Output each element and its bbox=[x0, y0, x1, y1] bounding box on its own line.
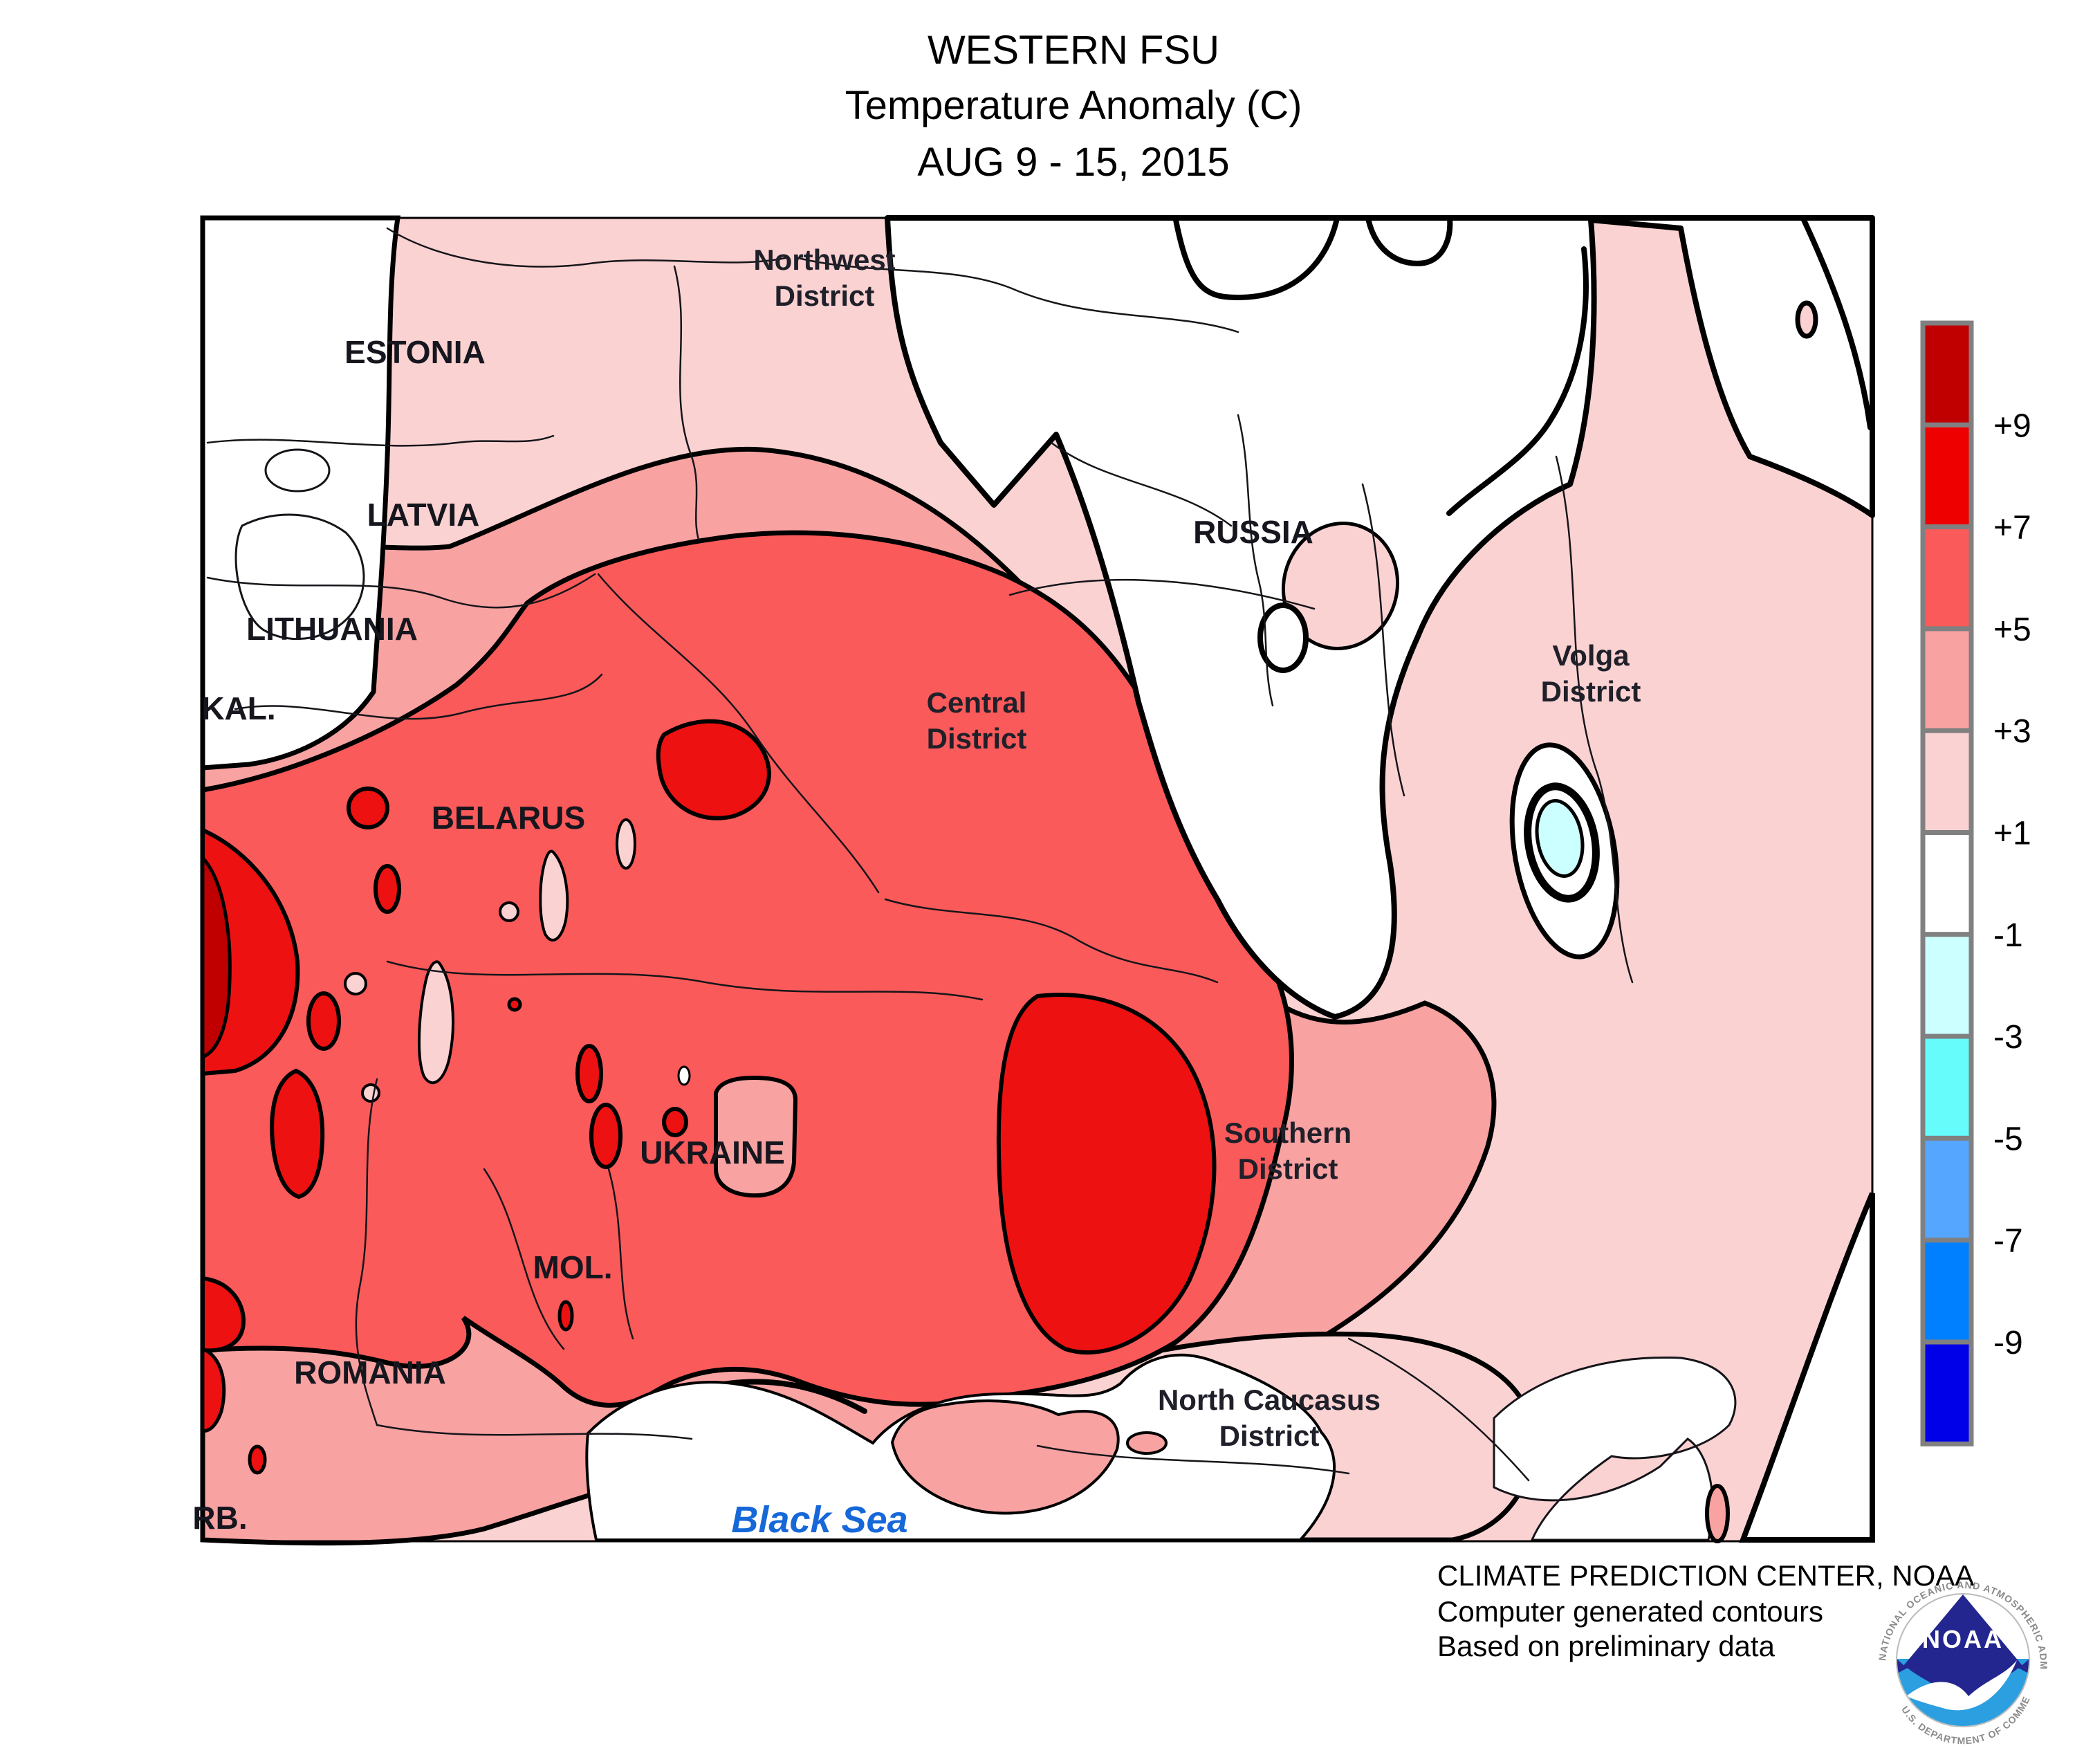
legend-cell bbox=[1920, 1135, 1974, 1243]
label-estonia: ESTONIA bbox=[344, 334, 486, 370]
contour-region-plus9-darkred bbox=[201, 853, 232, 1060]
legend-cell bbox=[1920, 1033, 1974, 1141]
legend-cell bbox=[1920, 524, 1974, 632]
legend-cell bbox=[1920, 932, 1974, 1039]
island-saaremaa bbox=[234, 513, 365, 641]
title-line-3: AUG 9 - 15, 2015 bbox=[917, 140, 1229, 185]
white-ring-russia bbox=[1257, 603, 1309, 673]
legend-cell bbox=[1920, 320, 1974, 428]
title-line-2: Temperature Anomaly (C) bbox=[845, 83, 1302, 128]
legend-cell bbox=[1920, 728, 1974, 835]
pink-dot-topright bbox=[1795, 300, 1818, 339]
legend-tick-label: +5 bbox=[1993, 612, 2031, 648]
map-plot-area[interactable]: ESTONIA LATVIA LITHUANIA KAL. BELARUS UK… bbox=[192, 215, 1875, 1546]
label-russia: RUSSIA bbox=[1193, 514, 1313, 550]
label-romania: ROMANIA bbox=[294, 1354, 446, 1390]
pink-hole-blobs bbox=[344, 818, 798, 1198]
color-scale-legend: +9 +7 +5 +3 +1 -1 -3 -5 -7 -9 bbox=[1920, 320, 2031, 1446]
kerch-peninsula bbox=[1126, 1431, 1168, 1455]
caspian-sea bbox=[1493, 1357, 1737, 1541]
label-volga-district-2: District bbox=[1541, 675, 1641, 708]
crimea-peninsula bbox=[890, 1399, 1120, 1515]
legend-tick-label: +7 bbox=[1993, 510, 2031, 546]
noaa-logo-bird-icon bbox=[1906, 1660, 2017, 1711]
legend-cell bbox=[1920, 830, 1974, 937]
label-moldova: MOL. bbox=[533, 1249, 613, 1285]
label-north-caucasus-district-2: District bbox=[1219, 1420, 1320, 1452]
map-border bbox=[201, 217, 1874, 1543]
pink-island-russia bbox=[1281, 522, 1400, 650]
label-black-sea: Black Sea bbox=[731, 1499, 907, 1541]
label-kaliningrad: KAL. bbox=[201, 690, 275, 726]
label-belarus: BELARUS bbox=[432, 800, 585, 836]
map-labels: ESTONIA LATVIA LITHUANIA KAL. BELARUS UK… bbox=[192, 244, 1641, 1541]
legend-tick-label: +3 bbox=[1993, 713, 2031, 750]
salmon-fleck-caspian bbox=[1705, 1484, 1730, 1543]
label-lithuania: LITHUANIA bbox=[246, 611, 418, 647]
title-line-1: WESTERN FSU bbox=[928, 28, 1219, 73]
legend-cell bbox=[1920, 422, 1974, 530]
contour-region-white-southeast bbox=[1739, 1192, 1875, 1543]
credit-line-1: CLIMATE PREDICTION CENTER, NOAA bbox=[1437, 1559, 1974, 1592]
label-north-caucasus-district-1: North Caucasus bbox=[1158, 1384, 1381, 1416]
title-block: WESTERN FSU Temperature Anomaly (C) AUG … bbox=[845, 28, 1302, 185]
legend-cell bbox=[1920, 1339, 1974, 1446]
label-southern-district-2: District bbox=[1238, 1152, 1338, 1185]
political-borders bbox=[206, 227, 1634, 1482]
noaa-logo-kite bbox=[1897, 1595, 2029, 1677]
credit-block: CLIMATE PREDICTION CENTER, NOAA Computer… bbox=[1437, 1559, 1974, 1662]
label-southern-district-1: Southern bbox=[1224, 1117, 1352, 1149]
legend-cell bbox=[1920, 626, 1974, 733]
legend-tick-label: -7 bbox=[1993, 1223, 2023, 1260]
contour-fragments bbox=[654, 216, 1873, 1543]
baltic-sea-white bbox=[200, 215, 401, 771]
legend-cell bbox=[1920, 1238, 1974, 1345]
red-anomaly-blobs bbox=[201, 719, 1217, 1475]
legend-tick-label: -3 bbox=[1993, 1019, 2023, 1056]
label-latvia: LATVIA bbox=[367, 497, 480, 533]
label-central-district-2: District bbox=[927, 722, 1027, 755]
legend-tick-label: -5 bbox=[1993, 1121, 2023, 1157]
label-central-district-1: Central bbox=[927, 686, 1027, 719]
noaa-logo-acronym: NOAA bbox=[1922, 1625, 2004, 1653]
legend-tick-label: -9 bbox=[1993, 1325, 2023, 1361]
label-volga-district-1: Volga bbox=[1552, 639, 1630, 672]
credit-line-3: Based on preliminary data bbox=[1437, 1630, 1776, 1662]
island-hiiumaa bbox=[264, 448, 331, 493]
legend-tick-label: -1 bbox=[1993, 917, 2023, 954]
volga-negative-anomaly bbox=[1509, 742, 1620, 959]
label-northwest-district-1: Northwest bbox=[753, 244, 895, 276]
label-serbia: RB. bbox=[192, 1500, 247, 1536]
credit-line-2: Computer generated contours bbox=[1437, 1595, 1823, 1628]
label-ukraine: UKRAINE bbox=[640, 1134, 785, 1170]
legend-tick-label: +9 bbox=[1993, 407, 2031, 444]
label-northwest-district-2: District bbox=[775, 279, 875, 312]
legend-tick-label: +1 bbox=[1993, 816, 2031, 852]
